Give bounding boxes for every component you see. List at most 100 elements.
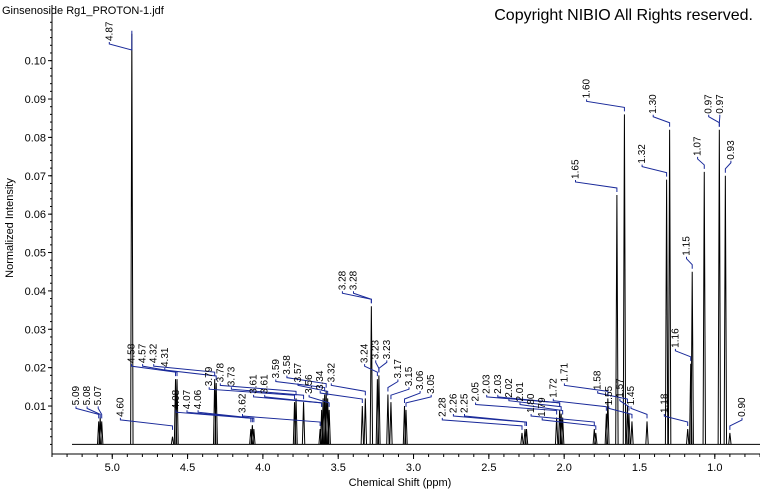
peak-label-leader (197, 410, 255, 423)
x-tick-label: 3.0 (406, 462, 421, 474)
peak-label: 3.06 (415, 370, 426, 390)
spectrum-peak (214, 382, 218, 445)
peak-label-leader (208, 387, 296, 400)
peak-label: 5.09 (71, 385, 82, 405)
peak-label: 3.15 (404, 366, 415, 386)
peak-label-leader (530, 414, 595, 427)
peak-label: 3.56 (304, 374, 315, 394)
peak-label: 1.80 (526, 393, 537, 413)
spectrum-peak (606, 398, 610, 445)
peak-label: 0.90 (737, 397, 748, 417)
peak-label-leader (242, 414, 321, 427)
peak-label: 4.08 (171, 389, 182, 409)
spectrum-trace (96, 33, 732, 445)
spectrum-peak (728, 432, 732, 445)
spectrum-peak (327, 409, 331, 445)
peak-label-leader (142, 364, 178, 377)
spectrum-peak (252, 429, 256, 445)
peak-label: 4.87 (104, 21, 115, 41)
peak-label-leader (663, 414, 689, 427)
peak-label: 3.28 (337, 270, 348, 290)
peak-label-leader (264, 394, 323, 407)
peak-label: 2.03 (482, 374, 493, 394)
x-tick-label: 2.5 (481, 462, 496, 474)
peak-label: 1.30 (648, 94, 659, 114)
spectrum-peak (386, 394, 390, 445)
peak-label-leader (219, 383, 297, 396)
x-tick-label: 5.0 (105, 462, 120, 474)
spectrum-peak (294, 398, 298, 445)
peak-label: 2.01 (515, 382, 526, 402)
peak-label: 5.07 (93, 385, 104, 405)
peak-label: 2.03 (493, 374, 504, 394)
peak-label: 1.71 (559, 362, 570, 382)
peak-label: 3.28 (349, 270, 360, 290)
x-tick-label: 1.5 (632, 462, 647, 474)
y-tick-label: 0.09 (25, 94, 46, 106)
y-tick-label: 0.01 (25, 401, 46, 413)
peak-label-leader (508, 398, 562, 411)
peak-label-leader (630, 406, 648, 419)
spectrum-peak (554, 417, 559, 445)
peak-label: 4.58 (127, 343, 138, 363)
peak-label-leader (86, 406, 101, 419)
peak-label-leader (441, 417, 523, 430)
spectrum-peak (175, 379, 179, 445)
peak-label: 3.23 (382, 339, 393, 359)
peak-label-leader (563, 383, 609, 396)
peak-label-leader (641, 164, 668, 177)
spectrum-peak (630, 421, 634, 445)
y-axis-ticks: 0.01 0.02 0.03 0.04 0.05 0.06 0.07 0.08 0.09 0.10 (25, 21, 52, 445)
peak-label-leader (319, 391, 363, 404)
spectrum-peak (100, 421, 104, 445)
peak-label-leader (175, 410, 252, 423)
peak-label: 3.62 (238, 393, 249, 413)
peak-label: 3.23 (371, 339, 382, 359)
peak-label: 5.08 (82, 385, 93, 405)
y-tick-label: 0.10 (25, 56, 46, 68)
peak-label: 3.79 (204, 366, 215, 386)
peak-label: 4.60 (115, 397, 126, 417)
peak-label-leader (403, 391, 421, 404)
peak-label-leader (297, 383, 329, 396)
peak-label-leader (497, 394, 561, 407)
peak-label: 3.17 (393, 359, 404, 379)
peak-label-leader (387, 379, 399, 392)
peak-label-leader (652, 114, 671, 127)
x-tick-label: 2.0 (557, 462, 572, 474)
x-tick-label: 4.5 (180, 462, 195, 474)
peak-label-leader (75, 406, 100, 419)
spectrum-peak (645, 421, 649, 445)
peak-label: 2.28 (437, 397, 448, 417)
spectrum-peak (560, 417, 565, 445)
spectrum-peak (404, 409, 408, 445)
peak-label-leader (153, 364, 216, 377)
peak-label: 3.24 (360, 343, 371, 363)
peak-label: 0.97 (715, 94, 726, 114)
peak-label-leader (475, 402, 558, 415)
spectrum-peak (301, 402, 306, 445)
peak-label-leader (724, 160, 732, 173)
peak-label-leader (405, 394, 432, 407)
copyright-notice: Copyright NIBIO All Rights reserved. (494, 7, 753, 24)
peak-label: 3.61 (249, 374, 260, 394)
y-tick-label: 0.07 (25, 171, 46, 183)
peak-label-leader (131, 364, 177, 377)
peak-label: 3.34 (315, 370, 326, 390)
x-tick-label: 3.5 (331, 462, 346, 474)
peak-label: 1.57 (615, 378, 626, 398)
spectrum-peak (130, 33, 134, 445)
y-tick-label: 0.02 (25, 363, 46, 375)
spectrum-peak (369, 306, 374, 445)
peak-label: 4.57 (138, 343, 149, 363)
peak-label: 3.05 (426, 374, 437, 394)
peak-label: 2.26 (448, 393, 459, 413)
spectrum-peak (702, 171, 706, 445)
spectrum-peak (664, 179, 669, 445)
y-tick-label: 0.05 (25, 248, 46, 260)
peak-label: 1.79 (537, 397, 548, 417)
peak-label-leader (452, 414, 526, 427)
peak-label: 3.57 (293, 362, 304, 382)
y-axis-title: Normalized Intensity (4, 178, 16, 278)
peak-label-leader (708, 114, 720, 127)
